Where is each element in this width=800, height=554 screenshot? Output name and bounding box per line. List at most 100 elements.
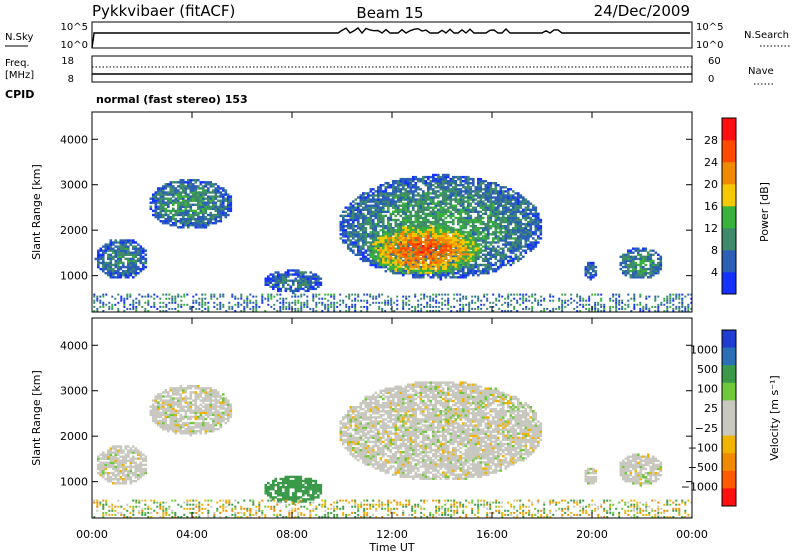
echo-cell — [422, 228, 425, 231]
echo-cell — [502, 243, 505, 246]
echo-cell — [387, 251, 390, 254]
echo-cell — [477, 227, 480, 230]
echo-cell — [516, 293, 519, 296]
echo-cell — [432, 212, 435, 216]
echo-cell — [434, 261, 438, 264]
echo-cell — [427, 202, 430, 205]
echo-cell — [477, 245, 480, 248]
echo-cell — [489, 305, 492, 308]
echo-cell — [202, 217, 205, 221]
echo-cell — [462, 208, 465, 211]
echo-cell — [497, 222, 500, 226]
echo-cell — [642, 249, 645, 252]
echo-cell — [404, 255, 408, 258]
echo-cell — [510, 299, 513, 302]
echo-cell — [439, 245, 443, 248]
echo-cell — [534, 212, 538, 216]
echo-cell — [512, 259, 515, 263]
echo-cell — [457, 188, 460, 191]
echo-cell — [369, 227, 373, 230]
echo-cell — [442, 194, 445, 197]
echo-cell — [321, 310, 324, 312]
echo-cell — [429, 276, 433, 279]
echo-cell — [494, 206, 498, 209]
echo-cell — [487, 265, 490, 269]
echo-cell — [367, 233, 370, 236]
echo-cell — [127, 276, 130, 279]
echo-cell — [117, 265, 120, 269]
echo-cell — [396, 295, 399, 298]
echo-cell — [404, 267, 408, 270]
echo-cell — [487, 204, 490, 207]
echo-cell — [464, 192, 468, 195]
echo-cell — [394, 180, 398, 183]
echo-cell — [284, 281, 288, 284]
echo-cell — [642, 276, 645, 279]
echo-cell — [174, 217, 178, 221]
echo-cell — [444, 227, 448, 230]
echo-cell — [402, 206, 405, 209]
echo-cell — [129, 257, 133, 261]
echo-cell — [429, 249, 433, 252]
echo-cell — [357, 295, 360, 298]
echo-cell — [109, 259, 113, 263]
echo-cell — [482, 235, 485, 238]
echo-cell — [377, 216, 380, 220]
echo-cell — [457, 242, 460, 246]
echo-cell — [207, 189, 210, 192]
echo-cell — [499, 257, 503, 261]
echo-cell — [592, 270, 595, 273]
echo-cell — [519, 220, 523, 224]
echo-cell — [222, 189, 225, 192]
echo-cell — [287, 287, 290, 291]
echo-cell — [279, 287, 283, 291]
echo-cell — [417, 267, 420, 270]
echo-cell — [117, 245, 120, 248]
echo-cell — [504, 237, 508, 240]
echo-cell — [632, 247, 635, 250]
echo-cell — [642, 267, 645, 271]
echo-cell — [424, 216, 428, 220]
echo-cell — [624, 265, 628, 269]
echo-cell — [504, 190, 508, 193]
echo-cell — [234, 295, 237, 298]
echo-cell — [288, 301, 291, 304]
echo-cell — [534, 229, 538, 232]
echo-cell — [467, 192, 470, 195]
echo-cell — [422, 257, 425, 260]
echo-cell — [297, 310, 300, 312]
echo-cell — [513, 297, 516, 300]
echo-cell — [207, 217, 210, 221]
echo-cell — [462, 253, 465, 256]
echo-cell — [297, 307, 300, 310]
echo-cell — [396, 307, 399, 310]
echo-cell — [194, 203, 198, 206]
echo-cell — [303, 301, 306, 304]
echo-cell — [482, 257, 485, 261]
echo-cell — [399, 225, 403, 228]
echo-cell — [494, 255, 498, 258]
echo-cell — [177, 209, 180, 213]
echo-cell — [213, 295, 216, 298]
echo-cell — [462, 267, 465, 271]
echo-cell — [419, 249, 423, 252]
echo-cell — [442, 175, 445, 179]
echo-cell — [634, 247, 638, 250]
echo-cell — [387, 238, 390, 242]
echo-cell — [165, 297, 168, 300]
echo-cell — [409, 261, 413, 264]
echo-cell — [154, 207, 158, 211]
echo-cell — [129, 263, 133, 267]
echo-cell — [467, 188, 470, 191]
echo-cell — [452, 175, 455, 179]
echo-cell — [267, 283, 270, 286]
echo-cell — [192, 301, 195, 304]
echo-cell — [274, 285, 278, 288]
echo-cell — [369, 261, 373, 265]
echo-cell — [414, 198, 418, 201]
echo-cell — [394, 232, 398, 236]
echo-cell — [494, 220, 498, 224]
echo-cell — [454, 230, 458, 233]
echo-cell — [414, 194, 418, 197]
echo-cell — [382, 214, 385, 218]
